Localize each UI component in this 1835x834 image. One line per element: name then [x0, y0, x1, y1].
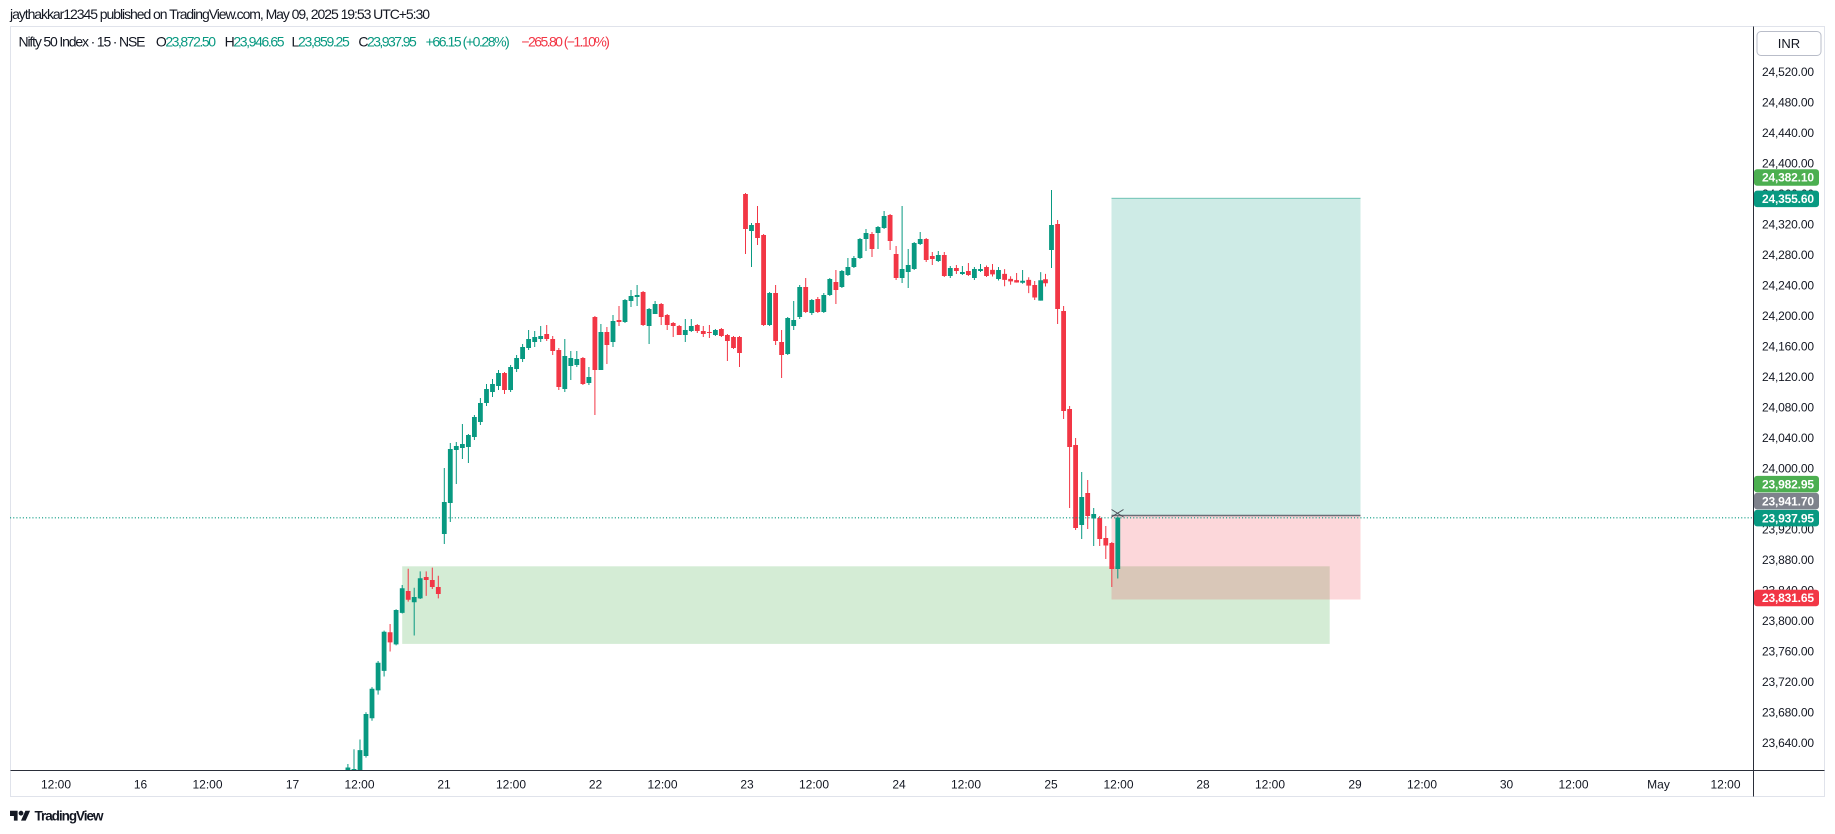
svg-text:24,280.00: 24,280.00	[1762, 248, 1814, 262]
svg-text:24,200.00: 24,200.00	[1762, 309, 1814, 323]
svg-text:24,160.00: 24,160.00	[1762, 340, 1814, 354]
svg-text:H23,946.65: H23,946.65	[225, 34, 285, 50]
svg-text:23,982.95: 23,982.95	[1762, 477, 1814, 491]
svg-text:22: 22	[589, 778, 603, 792]
svg-text:24,440.00: 24,440.00	[1762, 126, 1814, 140]
svg-text:23,880.00: 23,880.00	[1762, 553, 1814, 567]
svg-text:24,000.00: 24,000.00	[1762, 462, 1814, 476]
svg-text:24,080.00: 24,080.00	[1762, 401, 1814, 415]
svg-text:23,831.65: 23,831.65	[1762, 591, 1814, 605]
svg-text:12:00: 12:00	[41, 778, 71, 792]
svg-text:24,120.00: 24,120.00	[1762, 370, 1814, 384]
svg-text:21: 21	[437, 778, 451, 792]
svg-text:O23,872.50: O23,872.50	[156, 34, 216, 50]
svg-text:12:00: 12:00	[951, 778, 981, 792]
svg-text:23,680.00: 23,680.00	[1762, 706, 1814, 720]
svg-text:12:00: 12:00	[496, 778, 526, 792]
svg-text:12:00: 12:00	[647, 778, 677, 792]
svg-text:28: 28	[1196, 778, 1210, 792]
svg-text:23,760.00: 23,760.00	[1762, 645, 1814, 659]
svg-text:23,640.00: 23,640.00	[1762, 736, 1814, 750]
svg-text:29: 29	[1348, 778, 1362, 792]
svg-text:L23,859.25: L23,859.25	[292, 34, 351, 50]
svg-text:12:00: 12:00	[1558, 778, 1588, 792]
svg-text:C23,937.95: C23,937.95	[358, 34, 417, 50]
svg-text:23,941.70: 23,941.70	[1762, 494, 1814, 508]
svg-text:24: 24	[892, 778, 906, 792]
svg-text:24,480.00: 24,480.00	[1762, 96, 1814, 110]
svg-text:TradingView: TradingView	[35, 808, 104, 823]
svg-text:24,355.60: 24,355.60	[1762, 192, 1814, 206]
svg-text:24,520.00: 24,520.00	[1762, 65, 1814, 79]
svg-text:INR: INR	[1778, 36, 1800, 51]
svg-text:Nifty 50 Index · 15 · NSE: Nifty 50 Index · 15 · NSE	[19, 34, 146, 50]
svg-text:+66.15 (+0.28%): +66.15 (+0.28%)	[426, 34, 510, 50]
svg-text:24,400.00: 24,400.00	[1762, 157, 1814, 171]
svg-text:23: 23	[740, 778, 754, 792]
svg-text:23,800.00: 23,800.00	[1762, 614, 1814, 628]
svg-text:24,320.00: 24,320.00	[1762, 218, 1814, 232]
svg-text:25: 25	[1044, 778, 1058, 792]
svg-text:12:00: 12:00	[1407, 778, 1437, 792]
svg-text:12:00: 12:00	[344, 778, 374, 792]
svg-text:12:00: 12:00	[799, 778, 829, 792]
svg-text:23,937.95: 23,937.95	[1762, 511, 1814, 525]
svg-text:30: 30	[1500, 778, 1514, 792]
svg-text:17: 17	[286, 778, 300, 792]
svg-text:24,382.10: 24,382.10	[1762, 171, 1814, 185]
svg-text:12:00: 12:00	[1103, 778, 1133, 792]
svg-text:May: May	[1647, 778, 1670, 792]
svg-text:−265.80 (−1.10%): −265.80 (−1.10%)	[521, 34, 610, 50]
svg-text:12:00: 12:00	[1255, 778, 1285, 792]
svg-text:12:00: 12:00	[192, 778, 222, 792]
svg-text:jaythakkar12345 published on T: jaythakkar12345 published on TradingView…	[9, 6, 430, 22]
svg-text:12:00: 12:00	[1710, 778, 1740, 792]
svg-text:16: 16	[134, 778, 148, 792]
svg-text:24,040.00: 24,040.00	[1762, 431, 1814, 445]
svg-text:23,720.00: 23,720.00	[1762, 675, 1814, 689]
svg-text:24,240.00: 24,240.00	[1762, 279, 1814, 293]
